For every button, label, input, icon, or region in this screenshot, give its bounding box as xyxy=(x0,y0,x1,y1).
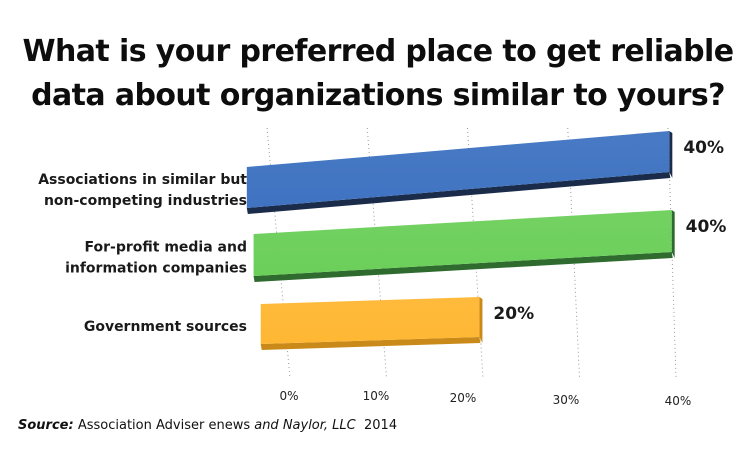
category-label-2-line-1: For-profit media and xyxy=(85,240,247,256)
bar-shadow-1 xyxy=(246,172,671,214)
value-label-1: 40% xyxy=(683,138,724,158)
bar-1 xyxy=(246,131,670,208)
bar-end-3 xyxy=(479,297,483,343)
title-line-2: data about organizations similar to your… xyxy=(31,78,725,113)
value-label-3: 20% xyxy=(493,304,534,324)
bar-end-1 xyxy=(669,131,673,178)
source-lead: Source: xyxy=(18,418,74,433)
value-label-2: 40% xyxy=(686,217,727,237)
x-tick-label-1: 0% xyxy=(279,389,298,403)
chart-title: What is your preferred place to get reli… xyxy=(0,30,756,118)
bar-3 xyxy=(260,297,480,344)
source-year: 2014 xyxy=(364,418,398,433)
source-note: Source: Association Adviser enews and Na… xyxy=(18,418,397,433)
bar-shadow-3 xyxy=(260,337,481,350)
source-text-1: Association Adviser xyxy=(73,418,209,433)
category-label-2-line-2: information companies xyxy=(65,261,247,277)
x-tick-label-2: 10% xyxy=(363,389,390,403)
x-tick-label-4: 30% xyxy=(553,393,580,407)
gridline-30pct xyxy=(567,127,580,379)
bar-2 xyxy=(253,210,672,276)
x-tick-label-5: 40% xyxy=(665,394,692,408)
category-label-1-line-2: non-competing industries xyxy=(44,193,247,209)
source-enews: enews xyxy=(208,418,251,433)
title-line-1: What is your preferred place to get reli… xyxy=(22,34,735,69)
category-label-3-line-1: Government sources xyxy=(84,319,247,335)
bar-end-2 xyxy=(671,210,675,258)
category-label-1-line-1: Associations in similar but xyxy=(38,172,247,188)
gridline-40pct xyxy=(667,127,677,379)
source-text-2: and Naylor, LLC xyxy=(250,418,356,433)
bar-shadow-2 xyxy=(253,252,673,282)
x-tick-label-3: 20% xyxy=(450,391,477,405)
